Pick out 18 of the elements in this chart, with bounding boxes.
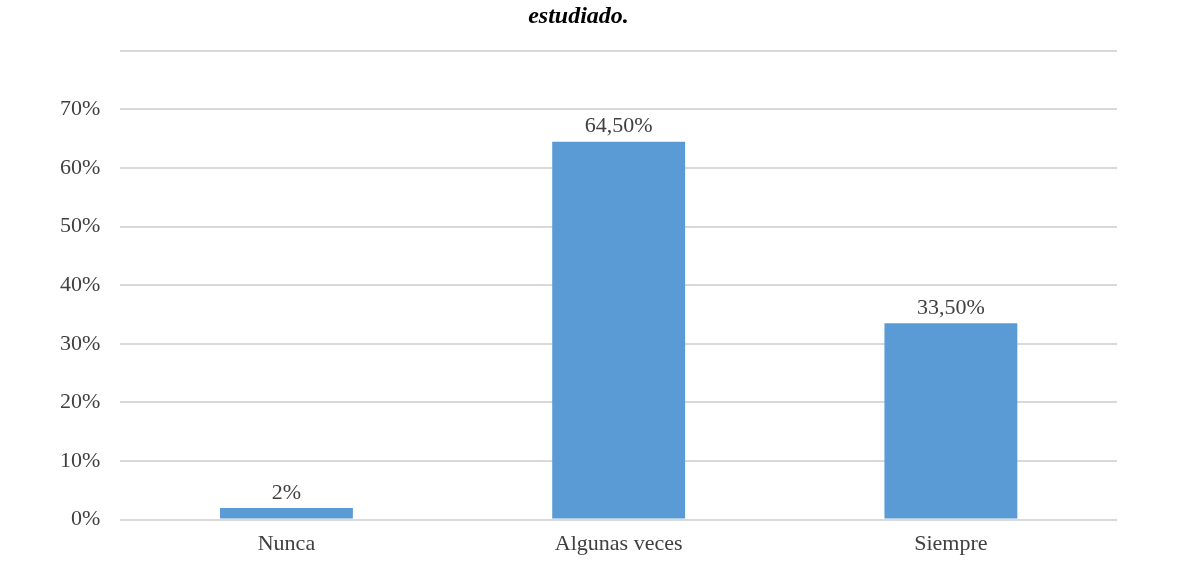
y-tick-label: 60% <box>60 153 101 179</box>
bar <box>884 323 1018 519</box>
y-tick-label: 10% <box>60 446 101 472</box>
y-tick-label: 30% <box>60 329 101 355</box>
data-label: 33,50% <box>916 294 985 320</box>
y-tick-label: 70% <box>60 95 101 121</box>
x-tick-label: Nunca <box>257 529 316 555</box>
data-label: 2% <box>271 478 302 504</box>
y-tick-label: 40% <box>60 270 101 296</box>
bar <box>552 141 686 519</box>
y-tick-label: 0% <box>71 505 101 531</box>
x-tick-label: Siempre <box>914 529 988 555</box>
y-tick-label: 50% <box>60 212 101 238</box>
y-tick-label: 20% <box>60 388 101 414</box>
x-tick-label: Algunas veces <box>554 529 683 555</box>
bar <box>219 507 353 519</box>
data-label: 64,50% <box>584 112 653 138</box>
chart-title: estudiado. <box>528 1 629 28</box>
